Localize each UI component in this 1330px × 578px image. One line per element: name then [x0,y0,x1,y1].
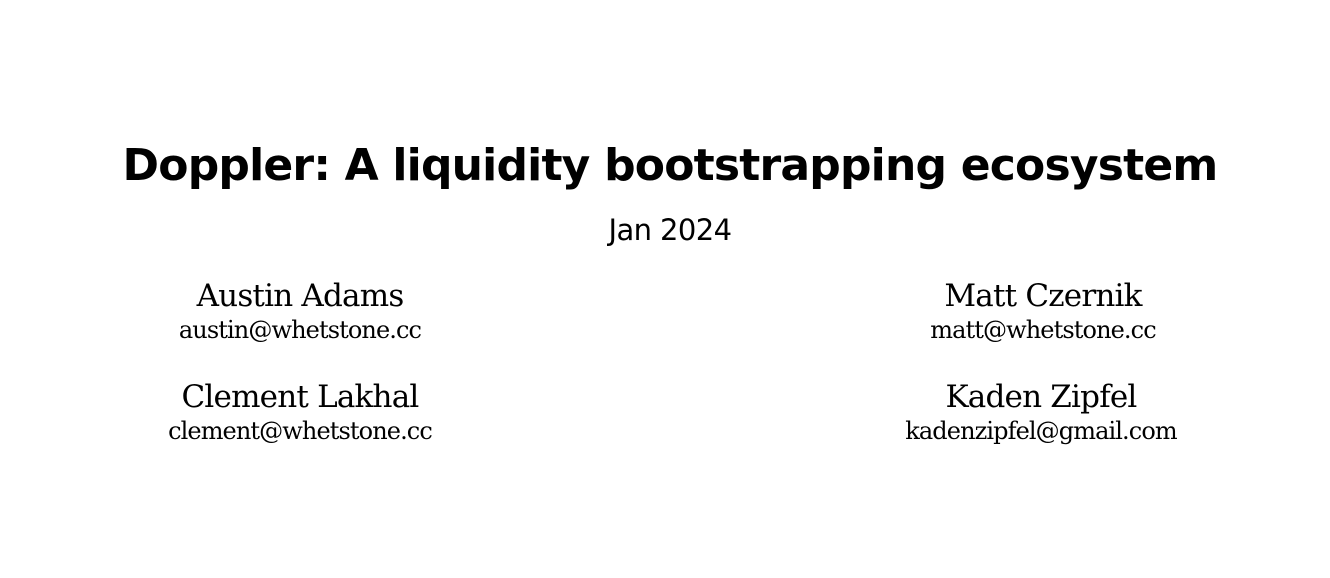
author-email: matt@whetstone.cc [930,316,1156,344]
paper-date: Jan 2024 [608,213,733,247]
author-block: Kaden Zipfel kadenzipfel@gmail.com [831,378,1251,446]
author-name: Clement Lakhal [181,379,419,415]
author-email: austin@whetstone.cc [178,316,422,344]
paper-title: Doppler: A liquidity bootstrapping ecosy… [122,140,1219,191]
author-block: Matt Czernik matt@whetstone.cc [833,277,1253,345]
author-name: Matt Czernik [944,278,1142,314]
author-name: Austin Adams [196,278,405,314]
author-name: Kaden Zipfel [945,379,1137,415]
author-email: clement@whetstone.cc [168,417,433,445]
author-email: kadenzipfel@gmail.com [905,417,1177,445]
author-block: Austin Adams austin@whetstone.cc [90,277,510,345]
author-block: Clement Lakhal clement@whetstone.cc [90,378,510,446]
